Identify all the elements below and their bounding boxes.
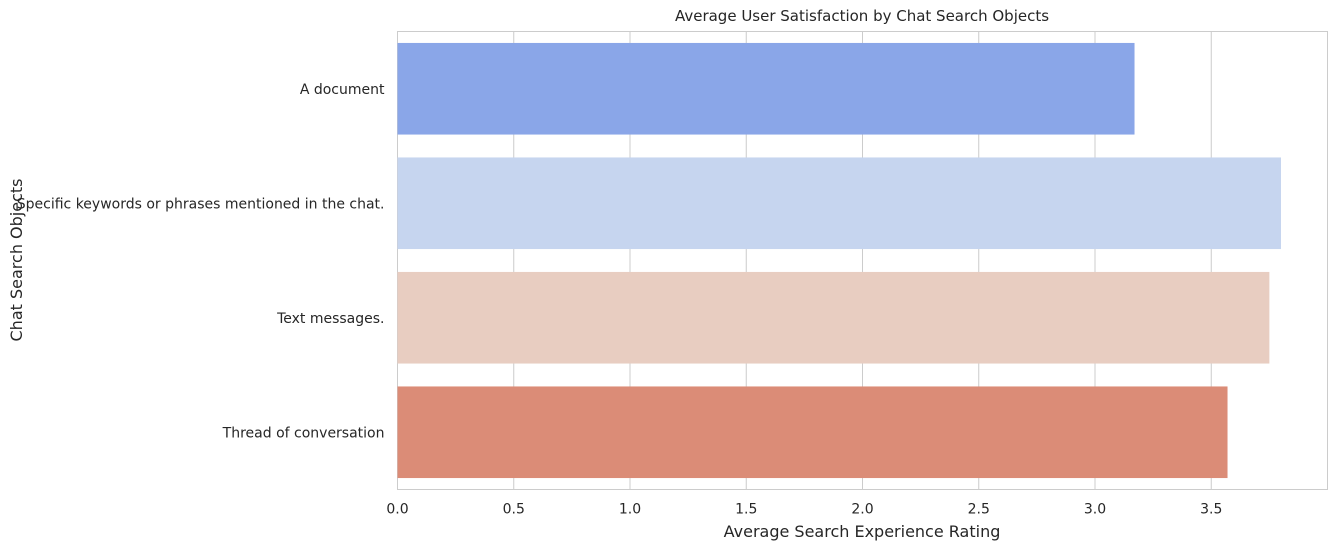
x-tick-label: 0.0 bbox=[386, 502, 408, 518]
bars bbox=[397, 42, 1281, 479]
x-tick-labels: 0.0 0.5 1.0 1.5 2.0 2.5 3.0 3.5 bbox=[386, 502, 1222, 518]
x-tick-label: 1.0 bbox=[619, 502, 641, 518]
y-tick-label: Specific keywords or phrases mentioned i… bbox=[17, 196, 385, 212]
x-tick-label: 3.5 bbox=[1200, 502, 1222, 518]
y-tick-label: A document bbox=[300, 82, 385, 98]
chart-title: Average User Satisfaction by Chat Search… bbox=[675, 7, 1049, 25]
x-tick-label: 2.0 bbox=[851, 502, 873, 518]
bar bbox=[397, 271, 1270, 364]
x-tick-label: 3.0 bbox=[1084, 502, 1106, 518]
y-tick-labels: A document Specific keywords or phrases m… bbox=[17, 82, 385, 442]
x-tick-label: 1.5 bbox=[735, 502, 757, 518]
x-axis-label: Average Search Experience Rating bbox=[724, 522, 1001, 541]
bar bbox=[397, 386, 1228, 479]
bar bbox=[397, 42, 1135, 135]
x-tick-label: 0.5 bbox=[503, 502, 525, 518]
x-tick-label: 2.5 bbox=[968, 502, 990, 518]
y-axis-label: Chat Search Objects bbox=[7, 179, 26, 342]
y-tick-label: Thread of conversation bbox=[222, 425, 385, 441]
y-tick-label: Text messages. bbox=[276, 311, 384, 327]
bar bbox=[397, 157, 1281, 250]
